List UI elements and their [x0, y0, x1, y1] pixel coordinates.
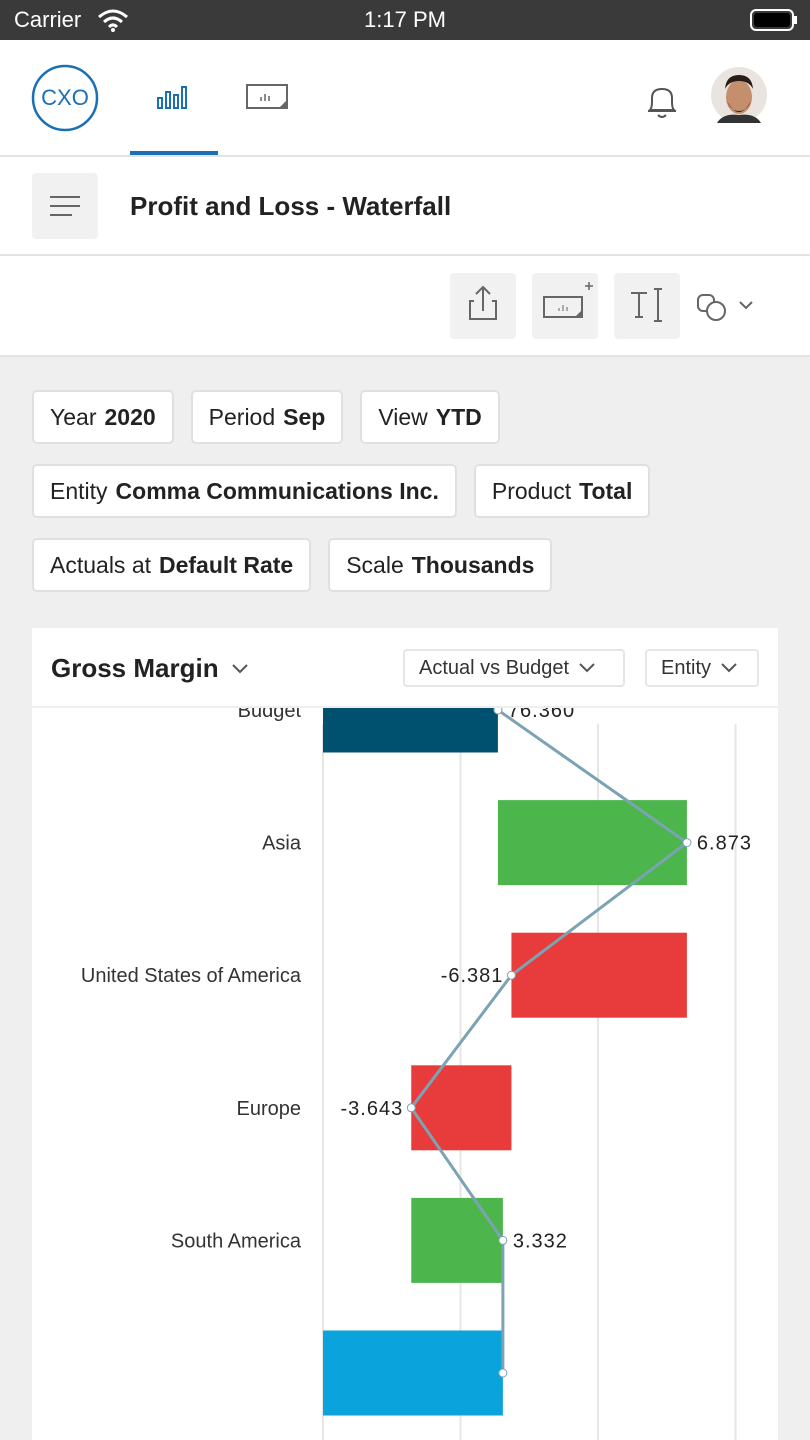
filter-chip[interactable]: Scale Thousands	[328, 538, 553, 592]
logo[interactable]: CXO	[30, 63, 102, 135]
card-title-text: Gross Margin	[51, 653, 219, 683]
filter-value: Sep	[283, 403, 326, 430]
report-tab[interactable]	[246, 84, 290, 112]
filter-row: Year 2020 Period Sep View YTD	[32, 390, 500, 444]
wifi-icon	[98, 9, 128, 32]
measure-dropdown[interactable]: Actual vs Budget	[403, 649, 625, 687]
filter-chip[interactable]: Entity Comma Communications Inc.	[32, 464, 457, 518]
filter-value: 2020	[104, 403, 156, 430]
value-label: 3.332	[513, 1230, 568, 1252]
avatar[interactable]	[711, 67, 767, 123]
connector-dot	[406, 1103, 416, 1113]
filter-value: YTD	[435, 403, 482, 430]
dropdown-text: Entity	[661, 656, 712, 679]
connector-dot	[498, 1235, 508, 1245]
category-label: Europe	[237, 1098, 302, 1120]
filter-value: Comma Communications Inc.	[115, 477, 439, 504]
filter-label: Year	[50, 403, 97, 430]
category-label: Budget	[238, 708, 302, 722]
card-title[interactable]: Gross Margin	[51, 653, 249, 684]
filter-label: Scale	[346, 551, 404, 578]
filter-label: Actuals at	[50, 551, 151, 578]
filter-chip[interactable]: View YTD	[360, 390, 500, 444]
category-label: South America	[171, 1230, 302, 1252]
filter-chip[interactable]: Period Sep	[190, 390, 344, 444]
value-label: -6.381	[441, 965, 504, 987]
bar	[411, 1197, 503, 1283]
dashboard-tab[interactable]	[155, 84, 191, 112]
connector-line	[409, 708, 690, 1373]
filter-label: Entity	[50, 477, 108, 504]
carrier: Carrier	[14, 7, 82, 32]
category-label: Asia	[262, 833, 302, 855]
filter-chip[interactable]: Year 2020	[32, 390, 174, 444]
logo-text: CXO	[41, 85, 89, 110]
header: CXO	[0, 40, 810, 157]
filter-row: Entity Comma Communications Inc. Product T…	[32, 464, 651, 518]
share-button[interactable]	[450, 273, 516, 339]
bar	[323, 708, 498, 753]
filter-value: Total	[579, 477, 633, 504]
dropdown-text: Actual vs Budget	[419, 656, 570, 679]
chart-card: Gross Margin Actual vs Budget Entity Bud…	[32, 628, 778, 1440]
clock: 1:17 PM	[364, 7, 446, 32]
page-title: Profit and Loss - Waterfall	[130, 191, 452, 221]
connector-dot	[498, 1368, 508, 1378]
waterfall-chart: Budget Asia United States of America Europe…	[81, 708, 752, 1440]
divider	[32, 706, 778, 708]
menu-button[interactable]	[32, 173, 98, 239]
filter-value: Default Rate	[159, 551, 294, 578]
connector-dot	[682, 838, 692, 848]
text-button[interactable]	[614, 273, 680, 339]
bar	[497, 800, 687, 886]
filter-label: View	[378, 403, 428, 430]
toolbar	[0, 256, 810, 357]
filter-chip[interactable]: Actuals at Default Rate	[32, 538, 312, 592]
filter-label: Period	[208, 403, 276, 430]
category-label: United States of America	[81, 965, 302, 987]
connector-dot	[506, 970, 516, 980]
filter-row: Actuals at Default Rate Scale Thousands	[32, 538, 553, 592]
value-label: 6.873	[697, 833, 752, 855]
value-label: 76.360	[508, 708, 575, 722]
filter-chip[interactable]: Product Total	[473, 464, 651, 518]
dimension-dropdown[interactable]: Entity	[645, 649, 759, 687]
bar	[411, 1065, 512, 1151]
connector-dot	[493, 708, 503, 715]
value-label: -3.643	[341, 1098, 404, 1120]
bar	[511, 932, 687, 1018]
shapes-menu[interactable]	[694, 289, 758, 325]
filter-value: Thousands	[411, 551, 535, 578]
title-row: Profit and Loss - Waterfall	[0, 157, 810, 256]
battery-icon	[750, 9, 797, 31]
filter-label: Product	[491, 477, 572, 504]
add-widget-button[interactable]	[532, 273, 598, 339]
status-bar: Carrier 1:17 PM	[0, 0, 810, 40]
notifications[interactable]	[645, 84, 679, 120]
tab-indicator	[130, 151, 218, 155]
bar	[323, 1330, 503, 1416]
